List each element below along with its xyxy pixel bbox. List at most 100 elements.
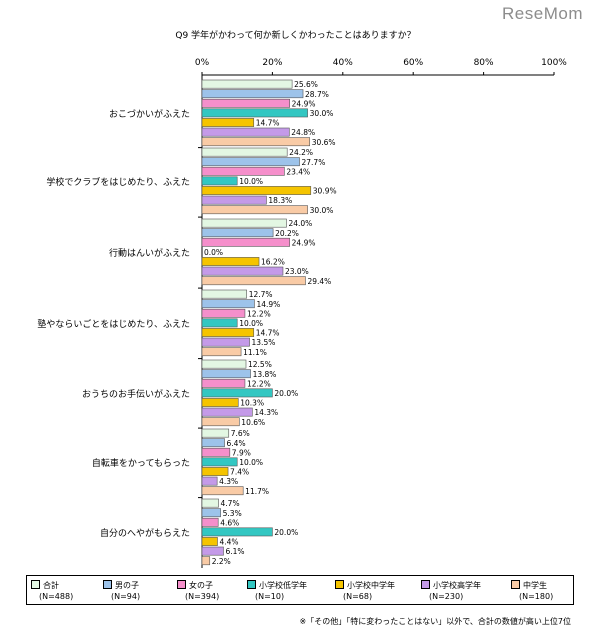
legend-item: 女の子 (N=394) xyxy=(177,580,219,602)
legend-swatch xyxy=(247,580,256,589)
category-label: おこづかいがふえた xyxy=(109,108,190,120)
legend-sample-size: (N=10) xyxy=(255,592,285,601)
bar xyxy=(201,467,229,476)
bar xyxy=(201,417,240,427)
data-label: 18.3% xyxy=(268,196,292,205)
data-label: 5.3% xyxy=(223,509,242,518)
legend-series-name: 合計 xyxy=(43,581,59,590)
data-label: 14.3% xyxy=(254,408,278,417)
category-label: 自分のへやがもらえた xyxy=(100,527,190,539)
data-label: 12.7% xyxy=(249,290,273,299)
data-label: 23.0% xyxy=(285,267,309,276)
data-label: 20.0% xyxy=(274,528,298,537)
category-label: 学校でクラブをはじめたり、ふえた xyxy=(46,176,190,188)
bar xyxy=(201,388,273,398)
legend-swatch xyxy=(335,580,344,589)
data-label: 7.4% xyxy=(230,468,249,477)
data-label: 25.6% xyxy=(294,80,318,89)
legend-swatch xyxy=(511,580,520,589)
legend-sample-size: (N=94) xyxy=(111,592,141,601)
bar xyxy=(201,137,311,147)
legend-sample-size: (N=488) xyxy=(39,592,74,601)
data-label: 28.7% xyxy=(305,90,329,99)
data-label: 12.2% xyxy=(247,309,271,318)
data-label: 24.9% xyxy=(292,99,316,108)
x-tick-label: 40% xyxy=(333,58,353,68)
data-label: 4.3% xyxy=(219,477,238,486)
x-tick-label: 60% xyxy=(403,58,423,68)
legend-sample-size: (N=68) xyxy=(343,592,373,601)
bar xyxy=(201,89,304,99)
legend-series-name: 中学生 xyxy=(523,581,547,590)
legend-series-name: 小学校低学年 xyxy=(259,581,307,590)
data-label: 20.2% xyxy=(275,229,299,238)
data-label: 10.0% xyxy=(239,319,263,328)
data-label: 7.6% xyxy=(231,429,250,438)
bar xyxy=(201,378,246,388)
data-label: 12.2% xyxy=(247,379,271,388)
bar xyxy=(201,166,285,176)
data-label: 10.0% xyxy=(239,458,263,467)
legend-series-name: 男の子 xyxy=(115,581,139,590)
legend-series-name: 小学校中学年 xyxy=(347,581,395,590)
data-label: 13.5% xyxy=(252,338,276,347)
bar xyxy=(201,318,238,328)
bar xyxy=(201,527,273,537)
data-label: 4.7% xyxy=(221,499,240,508)
bar xyxy=(201,438,225,448)
bar xyxy=(201,508,221,518)
x-tick-label: 100% xyxy=(541,58,567,68)
bar xyxy=(201,118,255,127)
data-label: 14.7% xyxy=(256,329,280,338)
footnote: ※「その他」「特に変わったことはない」以外で、合計の数値が高い上位7位 xyxy=(299,617,571,626)
bar xyxy=(201,486,244,496)
data-label: 24.9% xyxy=(292,238,316,247)
category-label: 塾やならいごとをはじめたり、ふえた xyxy=(37,318,190,330)
data-label: 24.2% xyxy=(289,148,313,157)
bar xyxy=(201,556,211,566)
data-label: 20.0% xyxy=(274,389,298,398)
bar xyxy=(201,237,290,247)
data-label: 11.7% xyxy=(245,487,269,496)
data-label: 30.9% xyxy=(313,187,337,196)
category-label: 行動はんいがふえた xyxy=(109,247,190,259)
data-label: 6.4% xyxy=(227,439,246,448)
data-label: 24.0% xyxy=(288,219,312,228)
data-label: 14.9% xyxy=(256,300,280,309)
bar xyxy=(201,289,248,299)
data-label: 30.6% xyxy=(312,138,336,147)
legend-swatch xyxy=(103,580,112,589)
category-label: おうちのお手伝いがふえた xyxy=(82,388,190,400)
bar xyxy=(201,337,250,347)
data-label: 14.7% xyxy=(256,119,280,128)
data-label: 23.4% xyxy=(286,167,310,176)
bar xyxy=(201,176,238,186)
data-label: 7.9% xyxy=(232,448,251,457)
resemom-logo: ReseMom xyxy=(502,4,583,23)
data-label: 12.5% xyxy=(248,360,272,369)
bar xyxy=(201,299,255,309)
legend-item: 男の子 (N=94) xyxy=(103,580,140,602)
data-label: 16.2% xyxy=(261,258,285,267)
legend-swatch xyxy=(421,580,430,589)
bar xyxy=(201,266,284,276)
bar xyxy=(201,186,312,195)
legend-sample-size: (N=394) xyxy=(185,592,220,601)
bar xyxy=(201,398,239,407)
bar xyxy=(201,546,224,556)
legend-swatch xyxy=(31,580,40,589)
data-label: 10.0% xyxy=(239,177,263,186)
data-label: 30.0% xyxy=(310,206,334,215)
bar xyxy=(201,328,255,337)
bar xyxy=(201,195,267,205)
bar xyxy=(201,257,260,266)
x-tick-label: 20% xyxy=(262,58,282,68)
data-label: 0.0% xyxy=(204,248,223,257)
bar xyxy=(201,407,253,417)
legend-sample-size: (N=180) xyxy=(519,592,554,601)
data-label: 2.2% xyxy=(212,557,231,566)
legend-item: 中学生 (N=180) xyxy=(511,580,553,602)
bar xyxy=(201,369,251,379)
chart-legend: 合計 (N=488) 男の子 (N=94) 女の子 (N=394) 小学校低学年 (N=10)… xyxy=(26,575,574,605)
